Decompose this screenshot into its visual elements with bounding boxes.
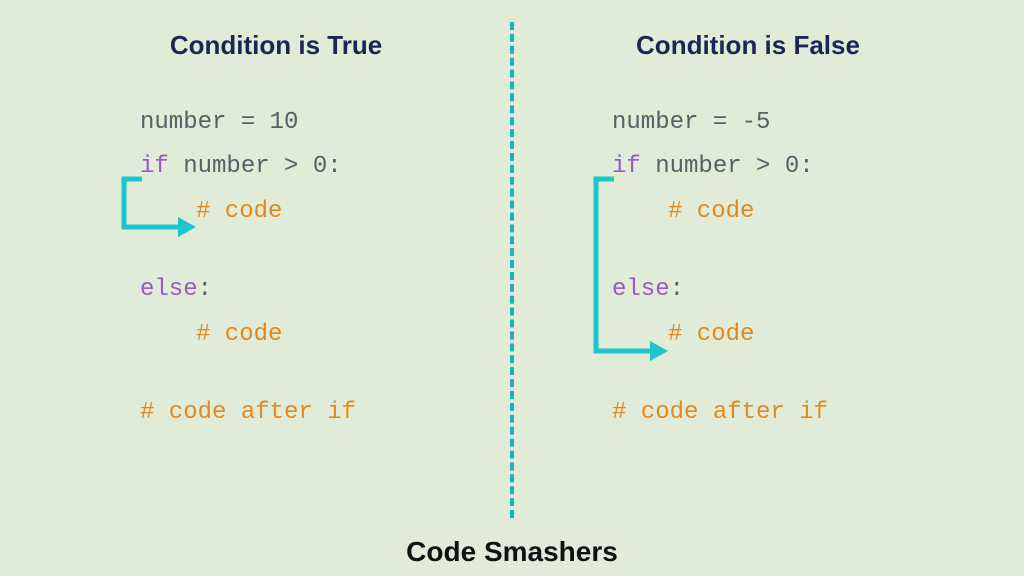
code-line-if: if number > 0: bbox=[140, 145, 472, 189]
code-line-ifbody: # code bbox=[140, 190, 472, 234]
code-line-if: if number > 0: bbox=[612, 145, 944, 189]
right-heading: Condition is False bbox=[552, 30, 944, 61]
right-code: number = -5 if number > 0: # code else: … bbox=[552, 101, 944, 435]
code-line-assign: number = -5 bbox=[612, 101, 944, 145]
code-line-assign: number = 10 bbox=[140, 101, 472, 145]
right-panel: Condition is False number = -5 if number… bbox=[512, 30, 984, 526]
left-heading: Condition is True bbox=[80, 30, 472, 61]
footer-label: Code Smashers bbox=[0, 536, 1024, 568]
blank-line bbox=[140, 234, 472, 268]
diagram-container: Condition is True number = 10 if number … bbox=[0, 0, 1024, 576]
left-panel: Condition is True number = 10 if number … bbox=[40, 30, 512, 526]
vertical-divider bbox=[510, 22, 514, 518]
blank-line bbox=[140, 357, 472, 391]
code-line-elsebody: # code bbox=[140, 313, 472, 357]
code-line-else: else: bbox=[140, 268, 472, 312]
blank-line bbox=[612, 234, 944, 268]
code-line-after: # code after if bbox=[140, 391, 472, 435]
code-line-ifbody: # code bbox=[612, 190, 944, 234]
code-line-else: else: bbox=[612, 268, 944, 312]
blank-line bbox=[612, 357, 944, 391]
left-code: number = 10 if number > 0: # code else: … bbox=[80, 101, 472, 435]
code-line-after: # code after if bbox=[612, 391, 944, 435]
code-line-elsebody: # code bbox=[612, 313, 944, 357]
